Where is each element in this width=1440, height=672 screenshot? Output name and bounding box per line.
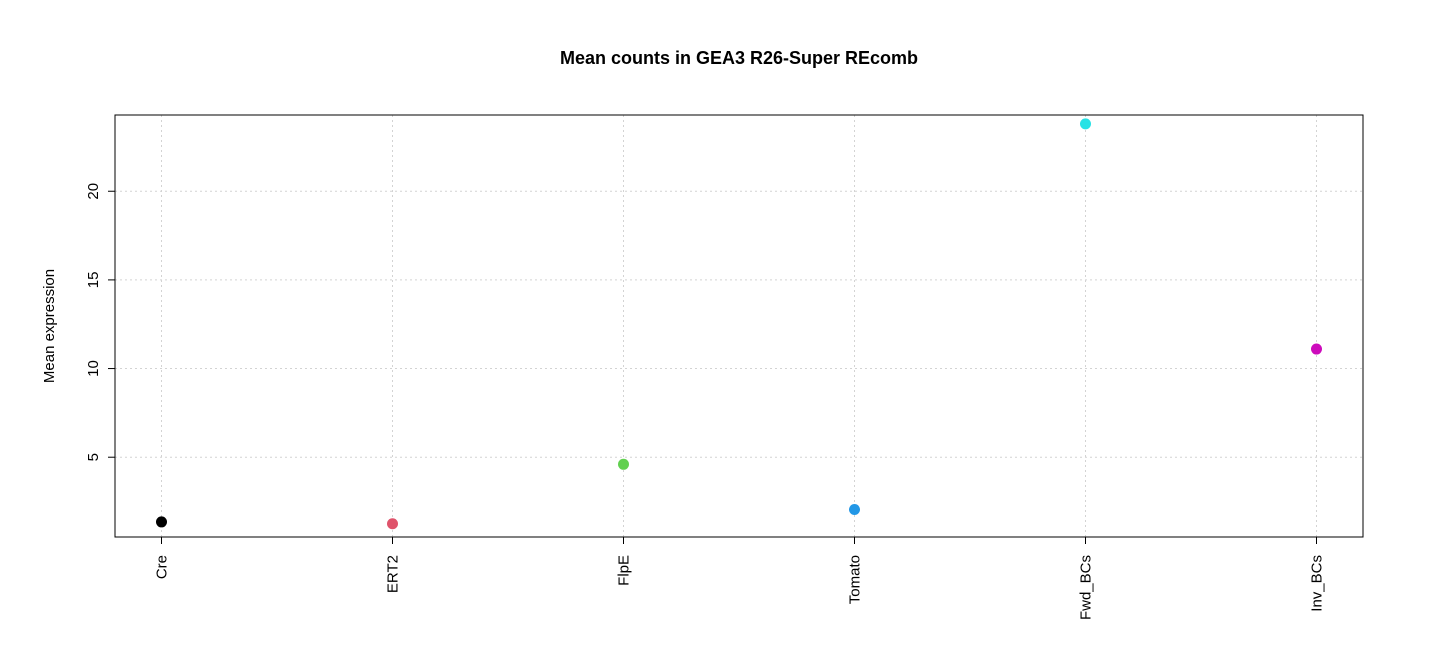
x-tick-label: FlpE (616, 555, 633, 586)
y-tick-label: 15 (85, 272, 102, 289)
data-point-ert2 (387, 518, 398, 530)
x-tick-label: ERT2 (385, 555, 402, 593)
y-tick-label: 20 (85, 183, 102, 200)
x-tick-label: Tomato (847, 555, 864, 604)
data-point-inv-bcs (1311, 343, 1322, 355)
x-tick-label: Fwd_BCs (1078, 555, 1095, 620)
x-tick-label: Cre (154, 555, 171, 579)
y-tick-label: 10 (85, 360, 102, 377)
data-point-flpe (618, 458, 629, 470)
x-tick-label: Inv_BCs (1309, 555, 1326, 612)
data-point-tomato (849, 504, 860, 516)
data-points (156, 118, 1322, 530)
y-tick-label: 5 (85, 453, 102, 461)
axes: Cre ERT2 FlpE Tomato Fwd_BCs Inv_BCs 5 10 15 20 (85, 183, 1326, 620)
data-point-fwd-bcs (1080, 118, 1091, 130)
y-axis-label: Mean expression (41, 269, 58, 383)
plot-frame (114, 114, 1364, 538)
chart-title: Mean counts in GEA3 R26-Super REcomb (560, 48, 918, 68)
grid-lines (115, 115, 1363, 537)
data-point-cre (156, 516, 167, 528)
